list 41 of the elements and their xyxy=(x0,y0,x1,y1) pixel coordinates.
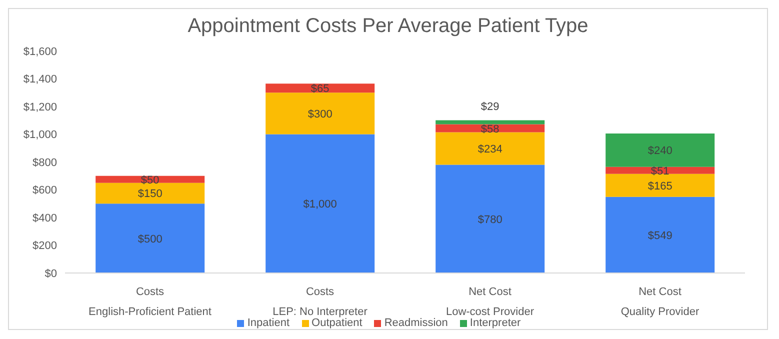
data-label: $165 xyxy=(648,180,672,192)
data-label: $549 xyxy=(648,230,672,242)
bar xyxy=(606,196,715,273)
x-tick-label: Net Cost Low-cost Provider xyxy=(446,286,534,318)
data-label: $65 xyxy=(310,83,330,96)
x-tick-label: Costs LEP: No Interpreter xyxy=(272,286,368,318)
y-tick-label: $1,600 xyxy=(23,46,57,58)
bar xyxy=(606,134,715,167)
y-tick-label: $1,200 xyxy=(23,101,57,114)
chart-title: Appointment Costs Per Average Patient Type xyxy=(186,14,590,39)
bar xyxy=(436,120,545,124)
data-label: $234 xyxy=(478,144,502,156)
bar xyxy=(266,84,375,93)
data-label: $780 xyxy=(478,214,502,226)
bar xyxy=(606,174,715,197)
bar xyxy=(266,134,375,273)
legend-label: Readmission xyxy=(383,317,448,329)
data-label: $29 xyxy=(480,101,500,114)
bar xyxy=(96,204,205,273)
data-label: $150 xyxy=(138,188,162,200)
y-tick-label: $1,400 xyxy=(23,74,57,86)
y-tick-label: $0 xyxy=(44,268,57,280)
y-tick-label: $200 xyxy=(32,240,57,252)
x-tick-label: Net Cost Quality Provider xyxy=(620,286,700,318)
data-label: $300 xyxy=(308,108,332,120)
bar xyxy=(96,182,205,204)
y-tick-label: $600 xyxy=(32,184,57,197)
data-label: $240 xyxy=(648,145,672,158)
data-label: $1,000 xyxy=(303,198,337,211)
bar xyxy=(266,92,375,134)
legend-label: Interpreter xyxy=(468,317,521,329)
data-label: $500 xyxy=(138,233,162,246)
y-tick-label: $400 xyxy=(32,212,57,224)
bar xyxy=(436,132,545,165)
data-label: $58 xyxy=(480,123,500,136)
legend-label: Inpatient xyxy=(246,317,290,329)
bar xyxy=(436,164,545,273)
x-tick-label: Costs English-Proficient Patient xyxy=(88,286,212,318)
y-tick-label: $800 xyxy=(32,156,57,169)
y-tick-label: $1,000 xyxy=(23,129,57,142)
legend-label: Outpatient xyxy=(310,317,362,329)
